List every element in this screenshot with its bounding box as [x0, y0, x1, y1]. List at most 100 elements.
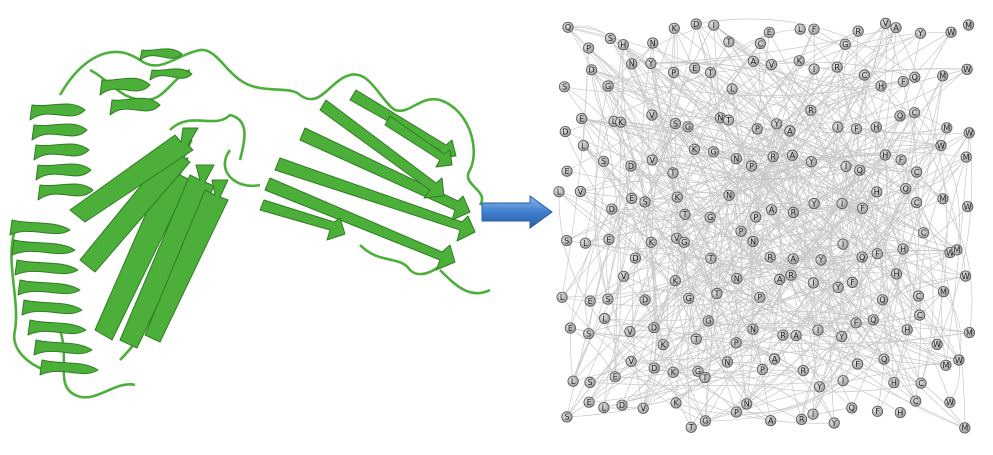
network-node: E [603, 234, 615, 246]
node-label: M [953, 246, 960, 255]
network-edge [720, 69, 968, 126]
node-circle [711, 287, 723, 300]
network-edge [736, 112, 915, 279]
network-edge [611, 119, 729, 210]
network-node: C [914, 309, 926, 321]
network-node: P [750, 211, 762, 223]
node-circle [856, 202, 869, 214]
network-edge [844, 44, 966, 277]
node-circle [562, 21, 574, 33]
network-edge [561, 43, 761, 298]
node-circle [777, 329, 789, 341]
network-edge [589, 370, 699, 383]
network-node: T [679, 208, 691, 220]
network-edge [607, 67, 695, 300]
network-edge [583, 145, 842, 337]
network-node: R [805, 104, 817, 116]
network-node: K [669, 275, 681, 287]
node-circle [567, 375, 579, 387]
network-edge [731, 88, 822, 261]
network-edge [642, 32, 770, 409]
network-node: W [935, 140, 947, 152]
network-node: H [894, 406, 906, 419]
node-label: F [899, 156, 904, 165]
node-circle [721, 356, 734, 368]
network-node: H [875, 80, 887, 92]
network-edge [736, 260, 944, 293]
node-circle [576, 113, 588, 125]
node-label: P [760, 365, 765, 374]
network-edge [862, 132, 970, 209]
node-circle [679, 208, 691, 220]
network-node: E [609, 371, 621, 383]
network-edge [583, 145, 748, 404]
network-node: K [657, 339, 669, 351]
network-edge [611, 208, 712, 259]
node-circle [625, 355, 637, 367]
network-edge [588, 112, 915, 403]
network-node: H [897, 243, 909, 255]
node-label: A [772, 355, 778, 364]
node-circle [669, 118, 682, 130]
node-circle [639, 294, 651, 306]
node-circle [685, 421, 697, 433]
network-node: D [606, 203, 618, 215]
network-node: N [747, 323, 759, 335]
node-label: G [695, 367, 701, 376]
network-edge [837, 126, 886, 412]
network-node: M [951, 244, 963, 256]
network-edge [603, 377, 706, 408]
network-node: C [754, 37, 767, 50]
node-circle [745, 160, 758, 172]
node-label: Q [870, 316, 876, 325]
node-label: K [675, 193, 681, 202]
network-edge [842, 299, 883, 381]
node-label: W [933, 340, 941, 349]
node-label: L [581, 141, 586, 150]
network-node: N [723, 189, 735, 201]
node-label: W [947, 28, 955, 37]
network-edge [674, 280, 802, 420]
node-circle [556, 291, 568, 303]
network-edge [570, 208, 613, 382]
node-circle [763, 26, 775, 38]
node-label: P [757, 293, 762, 302]
node-circle [912, 290, 925, 302]
node-label: D [619, 401, 625, 410]
node-label: F [860, 204, 865, 213]
node-label: G [605, 82, 611, 91]
network-node: K [667, 366, 679, 378]
network-edge [905, 156, 967, 189]
network-edge [776, 123, 944, 200]
node-circle [731, 272, 743, 285]
node-circle [648, 322, 660, 334]
node-circle [832, 121, 844, 133]
network-node: K [688, 143, 701, 155]
node-label: P [753, 213, 758, 222]
network-edge [707, 68, 815, 322]
node-label: D [693, 20, 699, 29]
node-circle [689, 62, 701, 74]
network-edge [690, 322, 857, 428]
network-node: F [895, 154, 907, 166]
node-circle [852, 25, 864, 37]
node-label: E [568, 324, 573, 333]
network-node: Y [805, 156, 818, 168]
node-label: V [649, 111, 655, 120]
network-node: Q [900, 183, 912, 195]
node-label: N [750, 325, 756, 334]
node-label: V [640, 404, 646, 413]
network-node: L [794, 23, 806, 35]
node-circle [645, 236, 657, 248]
node-label: R [808, 106, 814, 115]
node-circle [646, 109, 658, 121]
network-node: C [910, 395, 922, 407]
node-label: R [801, 366, 807, 375]
network-node: S [561, 235, 573, 247]
node-label: W [946, 248, 954, 257]
network-node: L [553, 186, 565, 198]
network-edge [623, 248, 904, 304]
network-edge [673, 72, 843, 337]
network-node: A [747, 55, 760, 67]
